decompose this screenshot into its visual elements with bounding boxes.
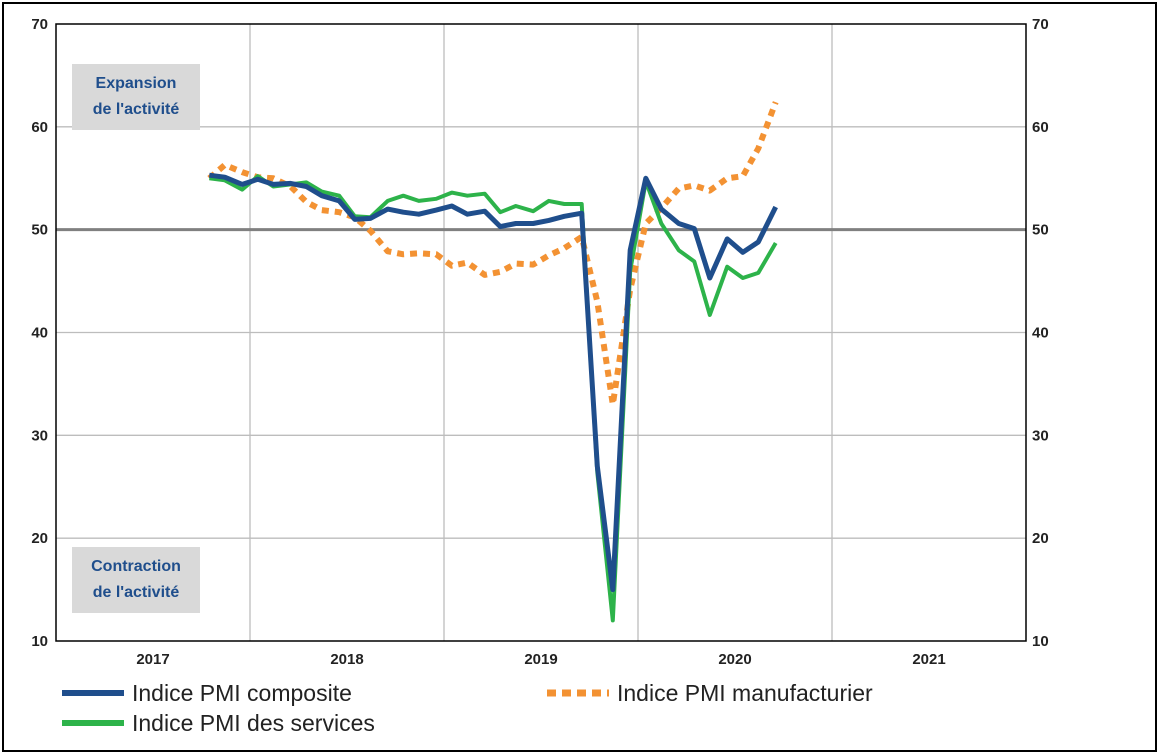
series-lines: [207, 101, 779, 623]
plot-border: [55, 23, 1027, 642]
y-tick-label-left: 20: [31, 530, 48, 547]
x-axis: 2017 2018 2019 2020 2021: [136, 651, 945, 668]
x-tick-label: 2021: [912, 651, 945, 668]
y-axis-right: 10 20 30 40 50 60 70: [1032, 16, 1049, 650]
y-tick-label-right: 70: [1032, 16, 1049, 33]
y-tick-label-left: 70: [31, 16, 48, 33]
y-axis-left: 10 20 30 40 50 60 70: [31, 16, 48, 650]
y-tick-label-left: 10: [31, 633, 48, 650]
y-tick-label-right: 30: [1032, 427, 1049, 444]
contraction-note-line2: de l'activité: [93, 584, 180, 601]
series-line-2: [209, 174, 778, 623]
expansion-note-line2: de l'activité: [93, 101, 180, 118]
y-tick-label-right: 20: [1032, 530, 1049, 547]
legend-label: Indice PMI composite: [132, 680, 352, 706]
y-tick-label-left: 50: [31, 222, 48, 239]
y-tick-label-right: 10: [1032, 633, 1049, 650]
y-tick-label-left: 30: [31, 427, 48, 444]
expansion-note-box: [72, 64, 200, 130]
x-tick-label: 2018: [330, 651, 363, 668]
contraction-note-box: [72, 547, 200, 613]
y-tick-label-left: 60: [31, 119, 48, 136]
expansion-note-line1: Expansion: [96, 75, 177, 92]
y-tick-label-right: 60: [1032, 119, 1049, 136]
y-tick-label-right: 40: [1032, 325, 1049, 342]
x-tick-label: 2020: [718, 651, 751, 668]
y-tick-label-right: 50: [1032, 222, 1049, 239]
legend: Indice PMI composite Indice PMI manufactu…: [62, 680, 873, 736]
y-tick-label-left: 40: [31, 325, 48, 342]
series-line-1: [207, 101, 779, 408]
annotation-group: Expansion de l'activité Contraction de l…: [72, 64, 200, 613]
x-tick-label: 2017: [136, 651, 169, 668]
contraction-note-line1: Contraction: [91, 558, 181, 575]
legend-label: Indice PMI manufacturier: [617, 680, 873, 706]
pmi-line-chart: Expansion de l'activité Contraction de l…: [31, 16, 1049, 736]
series-line-0: [208, 172, 778, 593]
x-tick-label: 2019: [524, 651, 557, 668]
legend-label: Indice PMI des services: [132, 710, 375, 736]
grid: [56, 24, 1026, 641]
